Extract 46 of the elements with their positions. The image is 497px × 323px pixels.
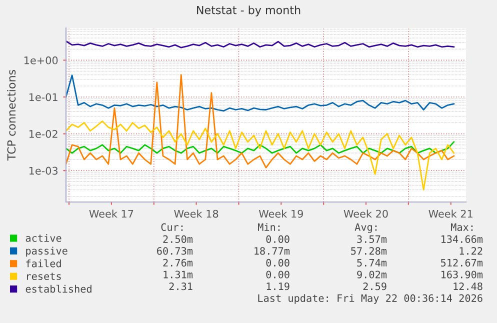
line-series [66, 120, 455, 191]
text: 2.31 [169, 282, 192, 290]
chart-title: Netstat - by month [197, 6, 300, 16]
x-tick-label: Week 18 [174, 210, 218, 218]
x-tick-label: Week 20 [344, 210, 388, 218]
y-tick-label: 1e+00 [24, 56, 58, 64]
text: Max: [451, 223, 473, 231]
legend-label: active [26, 234, 62, 242]
line-series [66, 141, 455, 154]
text: 512.67m [440, 258, 483, 267]
text: 0.00 [266, 258, 290, 267]
y-axis-title: TCP connections [7, 70, 16, 161]
text: 2.76m [163, 258, 193, 267]
legend-label: resets [27, 272, 61, 280]
text: Min: [258, 223, 280, 231]
line-series [66, 40, 455, 48]
legend-label: passive [26, 246, 68, 257]
x-tick-label: Week 21 [428, 210, 472, 218]
text: Avg: [354, 223, 377, 233]
text: 60.73m [157, 247, 193, 255]
text: 0.00 [266, 270, 290, 278]
text: Cur: [161, 223, 183, 231]
text: 163.90m [441, 270, 483, 278]
legend-label: failed [26, 259, 61, 268]
y-tick-label: 1e-03 [29, 166, 58, 175]
text: 9.02m [357, 270, 387, 278]
text: 5.74m [357, 259, 387, 267]
text: 2.50m [163, 235, 193, 243]
y-tick-label: 1e-01 [29, 93, 58, 102]
text: 18.77m [254, 247, 290, 255]
text: 1.22 [460, 247, 482, 255]
text: 12.48 [454, 282, 482, 290]
text: Last update: Fri May 22 00:36:14 2026 [258, 294, 482, 304]
text: 2.59 [363, 282, 386, 290]
y-tick-label: 1e-02 [29, 130, 58, 138]
x-tick-label: Week 19 [258, 210, 303, 218]
text: 0.00 [266, 235, 290, 243]
text: 3.57m [357, 235, 387, 243]
line-series [66, 74, 455, 168]
line-series [66, 74, 455, 112]
text: 57.28m [351, 247, 387, 255]
text: 1.19 [266, 282, 290, 290]
text: 134.66m [441, 235, 483, 243]
text: 1.31m [164, 270, 193, 278]
x-tick-label: Week 17 [89, 210, 134, 218]
legend-label: established [26, 284, 92, 293]
